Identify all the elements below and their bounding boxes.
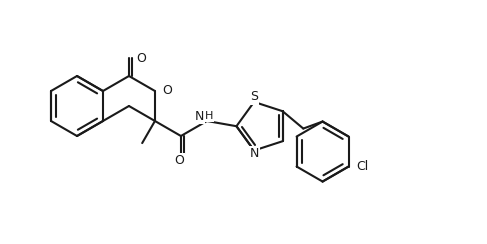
Text: O: O bbox=[174, 154, 184, 167]
Text: S: S bbox=[250, 91, 258, 103]
Text: O: O bbox=[136, 51, 146, 64]
Text: H: H bbox=[205, 111, 213, 121]
Text: Cl: Cl bbox=[356, 160, 369, 173]
Text: N: N bbox=[249, 147, 259, 160]
Text: N: N bbox=[194, 110, 204, 122]
Text: O: O bbox=[162, 84, 172, 98]
